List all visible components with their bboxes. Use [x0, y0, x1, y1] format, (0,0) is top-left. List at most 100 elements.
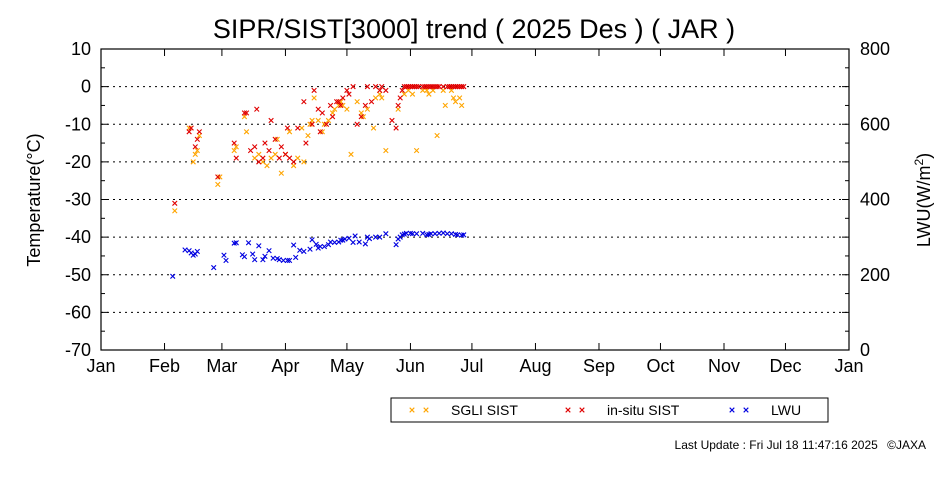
data-point	[379, 95, 385, 101]
data-point	[305, 132, 311, 139]
data-point	[354, 121, 360, 127]
data-point	[370, 125, 377, 131]
x-tick-label: Mar	[206, 356, 237, 376]
plot-area: 100-10-20-30-40-50-60-708006004002000Jan…	[65, 39, 890, 376]
data-point	[282, 151, 289, 158]
data-point	[360, 114, 367, 120]
data-point	[247, 147, 254, 154]
x-tick-label: Nov	[708, 356, 740, 376]
copyright-text: ©JAXA	[887, 438, 926, 452]
data-point	[315, 106, 321, 112]
data-point	[409, 83, 416, 90]
data-point	[303, 140, 309, 146]
data-point	[362, 241, 369, 247]
data-point	[336, 98, 342, 105]
data-point	[389, 117, 395, 124]
data-point	[350, 239, 356, 246]
data-point	[249, 251, 256, 257]
data-point	[231, 140, 237, 146]
data-point	[266, 147, 272, 154]
data-point	[434, 132, 440, 139]
data-point	[323, 121, 330, 127]
data-point	[262, 140, 268, 146]
data-point	[377, 234, 383, 240]
y-tick-label: 0	[81, 77, 91, 97]
x-tick-label: Feb	[149, 356, 180, 376]
data-point	[340, 102, 346, 109]
data-point	[356, 239, 362, 245]
footer: Last Update : Fri Jul 18 11:47:16 2025 ©…	[669, 438, 926, 452]
y-tick-label: -10	[65, 114, 91, 134]
data-point	[397, 95, 403, 101]
data-point	[383, 231, 389, 237]
legend-label: LWU	[771, 402, 801, 418]
x-tick-label: Jul	[460, 356, 483, 376]
chart-title: SIPR/SIST[3000] trend ( 2025 Des ) ( JAR…	[213, 14, 735, 44]
data-point	[346, 91, 352, 97]
last-update-text: Last Update : Fri Jul 18 11:47:16 2025	[674, 438, 878, 452]
data-point	[286, 129, 293, 135]
data-point	[233, 144, 239, 150]
data-point	[245, 240, 252, 246]
data-point	[405, 83, 412, 90]
data-point	[301, 159, 307, 165]
series-sgli-sist	[172, 87, 465, 214]
data-point	[331, 106, 338, 112]
data-point	[428, 231, 434, 237]
data-point	[254, 106, 260, 112]
data-point	[266, 247, 272, 254]
data-point	[401, 83, 407, 90]
data-point	[321, 243, 328, 250]
y2-axis-label: LWU(W/m2)	[912, 153, 934, 247]
legend-box	[390, 397, 829, 423]
data-point	[403, 230, 410, 237]
data-point	[342, 236, 348, 242]
data-point	[450, 83, 457, 90]
data-point	[256, 159, 262, 165]
data-point	[407, 83, 414, 90]
data-point	[307, 121, 313, 127]
legend-marker	[729, 407, 735, 413]
x-tick-label: Jan	[834, 356, 863, 376]
data-point	[186, 129, 192, 135]
data-point	[194, 147, 201, 154]
data-point	[393, 125, 399, 131]
y-tick-label: -60	[65, 302, 91, 322]
data-point	[317, 243, 323, 250]
data-point	[319, 110, 326, 116]
data-point	[297, 247, 303, 253]
legend-marker	[565, 407, 571, 413]
data-point	[454, 83, 461, 90]
data-point	[192, 144, 198, 150]
data-point	[395, 102, 401, 109]
y-tick-label: -30	[65, 190, 91, 210]
data-point	[309, 121, 315, 127]
data-point	[366, 235, 373, 242]
data-point	[252, 257, 258, 263]
data-point	[196, 129, 203, 135]
data-point	[243, 129, 250, 135]
data-point	[315, 117, 321, 124]
data-point	[278, 170, 285, 176]
data-point	[188, 125, 194, 131]
data-point	[327, 102, 334, 109]
data-point	[241, 254, 248, 260]
data-point	[415, 83, 422, 90]
data-point	[264, 162, 270, 169]
data-point	[456, 83, 463, 90]
data-point	[434, 83, 440, 90]
data-point	[321, 121, 328, 127]
data-point	[409, 231, 416, 237]
data-point	[292, 254, 299, 261]
data-point	[432, 83, 438, 90]
data-point	[256, 151, 262, 158]
data-point	[440, 230, 446, 236]
data-point	[272, 136, 278, 142]
data-point	[274, 136, 280, 142]
data-point	[309, 237, 315, 243]
x-tick-label: May	[330, 356, 364, 376]
data-point	[409, 91, 416, 97]
data-point	[372, 83, 379, 90]
data-point	[456, 95, 463, 101]
